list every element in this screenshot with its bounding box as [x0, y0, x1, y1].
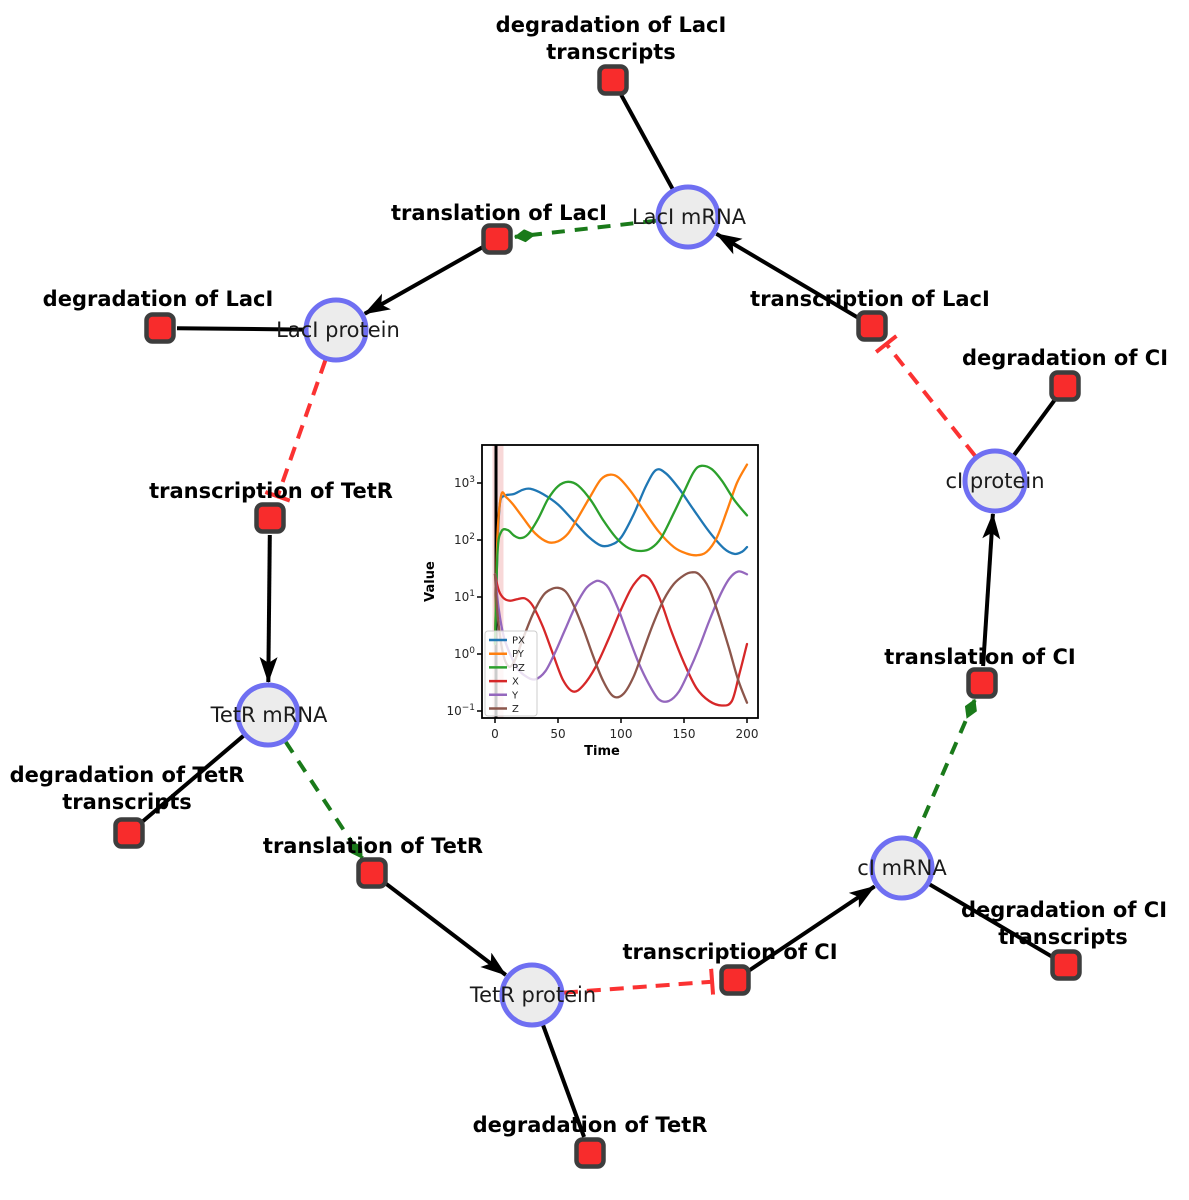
y-tick-label-1e2: 102 — [454, 532, 475, 547]
legend-label-pz: PZ — [512, 663, 525, 674]
species-label-laci-mrna: LacI mRNA — [632, 205, 747, 229]
reaction-label-transcription-laci: transcription of LacI — [750, 287, 990, 311]
legend-label-x: X — [512, 677, 519, 688]
x-tick-label-150: 150 — [673, 727, 696, 741]
edge-transcription-tetr-to-tetr-mrna — [259, 534, 278, 683]
reaction-label-transcription-ci: transcription of CI — [622, 940, 837, 964]
species-node-laci-mrna — [655, 184, 721, 250]
reaction-node-deg-ci-transcripts — [1050, 949, 1082, 981]
reaction-node-translation-tetr — [356, 857, 388, 889]
reaction-node-translation-laci — [481, 223, 513, 255]
species-node-laci-protein — [303, 297, 369, 363]
species-node-tetr-mrna — [235, 682, 301, 748]
nodes-layer — [113, 64, 1082, 1169]
series-curve-pz — [493, 464, 749, 646]
reaction-node-deg-laci — [144, 312, 176, 344]
series-curve-x — [493, 573, 749, 707]
edge-transcription-ci-to-ci-mrna — [747, 884, 876, 973]
axes-frame — [481, 444, 759, 719]
reaction-node-deg-tetr-transcripts — [113, 817, 145, 849]
legend-label-py: PY — [512, 649, 525, 660]
species-label-tetr-protein: TetR protein — [469, 983, 596, 1007]
edge-transcription-laci-to-laci-mrna — [715, 232, 859, 320]
reaction-label-deg-laci: degradation of LacI — [43, 287, 274, 311]
reaction-node-transcription-laci — [856, 310, 888, 342]
edge-translation-ci-to-ci-protein — [981, 512, 1001, 667]
legend-label-px: PX — [512, 636, 525, 647]
x-axis-label: Time — [584, 744, 620, 759]
edge-translation-tetr-to-tetr-protein — [384, 881, 508, 977]
y-tick-label-1e0: 100 — [454, 646, 475, 661]
species-node-ci-mrna — [869, 835, 935, 901]
legend-label-z: Z — [512, 704, 519, 715]
reaction-node-deg-ci — [1049, 370, 1081, 402]
x-tick-label-0: 0 — [491, 727, 499, 741]
species-label-tetr-mrna: TetR mRNA — [210, 703, 328, 727]
edge-deg-laci-to-laci-protein — [176, 326, 305, 332]
reaction-label-deg-tetr: degradation of TetR — [473, 1113, 708, 1137]
inset-timeseries-chart: 0 50 100 150 20010310210110010−1TimeValuePXP… — [423, 444, 759, 759]
reaction-label-deg-tetr-transcripts-line1: degradation of TetR — [10, 763, 245, 787]
reaction-node-transcription-ci — [719, 964, 751, 996]
reaction-node-deg-laci-transcripts — [597, 64, 629, 96]
series-curve-py — [493, 463, 749, 646]
edge-tetr-protein-to-transcription-ci — [563, 968, 716, 995]
y-tick-label-1e1: 101 — [454, 589, 475, 604]
reaction-label-deg-ci: degradation of CI — [962, 346, 1168, 370]
species-label-ci-protein: cI protein — [945, 469, 1044, 493]
reaction-label-translation-ci: translation of CI — [884, 645, 1075, 669]
edge-tetr-mrna-to-translation-tetr — [283, 740, 364, 860]
edge-translation-laci-to-laci-protein — [363, 245, 484, 316]
edge-ci-protein-to-deg-ci — [1012, 398, 1057, 457]
reaction-label-deg-laci-transcripts-line1: degradation of LacI — [496, 13, 727, 37]
y-tick-label-1e3: 103 — [454, 475, 475, 490]
reaction-node-deg-tetr — [574, 1137, 606, 1169]
series-curve-px — [493, 468, 749, 646]
edge-tetr-protein-to-deg-tetr — [541, 1024, 586, 1138]
reaction-label-deg-tetr-transcripts-line2: transcripts — [62, 790, 192, 814]
reaction-label-translation-laci: translation of LacI — [391, 201, 607, 225]
reaction-label-deg-ci-transcripts-line1: degradation of CI — [961, 898, 1167, 922]
labels-layer: degradation of LacI transcripts translatio… — [10, 13, 1168, 1137]
legend-box — [484, 630, 538, 717]
x-tick-label-100: 100 — [610, 727, 633, 741]
reaction-node-translation-ci — [966, 667, 998, 699]
x-tick-label-200: 200 — [736, 727, 759, 741]
species-label-ci-mrna: cI mRNA — [857, 856, 947, 880]
legend: PX PY PZ XYZ — [484, 630, 538, 717]
edges-layer — [140, 93, 1057, 1138]
edge-laci-mrna-to-translation-laci — [513, 218, 657, 243]
edge-ci-mrna-to-translation-ci — [912, 698, 977, 840]
legend-label-y: Y — [511, 690, 519, 701]
edge-laci-protein-to-transcription-tetr — [264, 359, 328, 503]
species-label-laci-protein: LacI protein — [276, 318, 400, 342]
reaction-label-transcription-tetr: transcription of TetR — [149, 479, 393, 503]
reaction-node-transcription-tetr — [254, 502, 286, 534]
y-tick-label-1e-1: 10−1 — [446, 703, 475, 718]
species-node-tetr-protein — [499, 962, 565, 1028]
reaction-label-deg-ci-transcripts-line2: transcripts — [998, 925, 1128, 949]
species-node-ci-protein — [962, 448, 1028, 514]
reaction-label-translation-tetr: translation of TetR — [263, 834, 483, 858]
edge-ci-protein-to-transcription-laci — [874, 334, 977, 458]
edge-tetr-mrna-to-deg-tetr-transcripts — [140, 734, 245, 824]
x-tick-label-50: 50 — [550, 727, 565, 741]
edge-ci-mrna-to-deg-ci-transcripts — [928, 882, 1053, 959]
initial-transient-band — [492, 445, 504, 718]
edge-deg-laci-transcripts-to-laci-mrna — [619, 93, 675, 190]
reaction-label-deg-laci-transcripts-line2: transcripts — [546, 40, 676, 64]
y-axis-label: Value — [423, 561, 438, 602]
